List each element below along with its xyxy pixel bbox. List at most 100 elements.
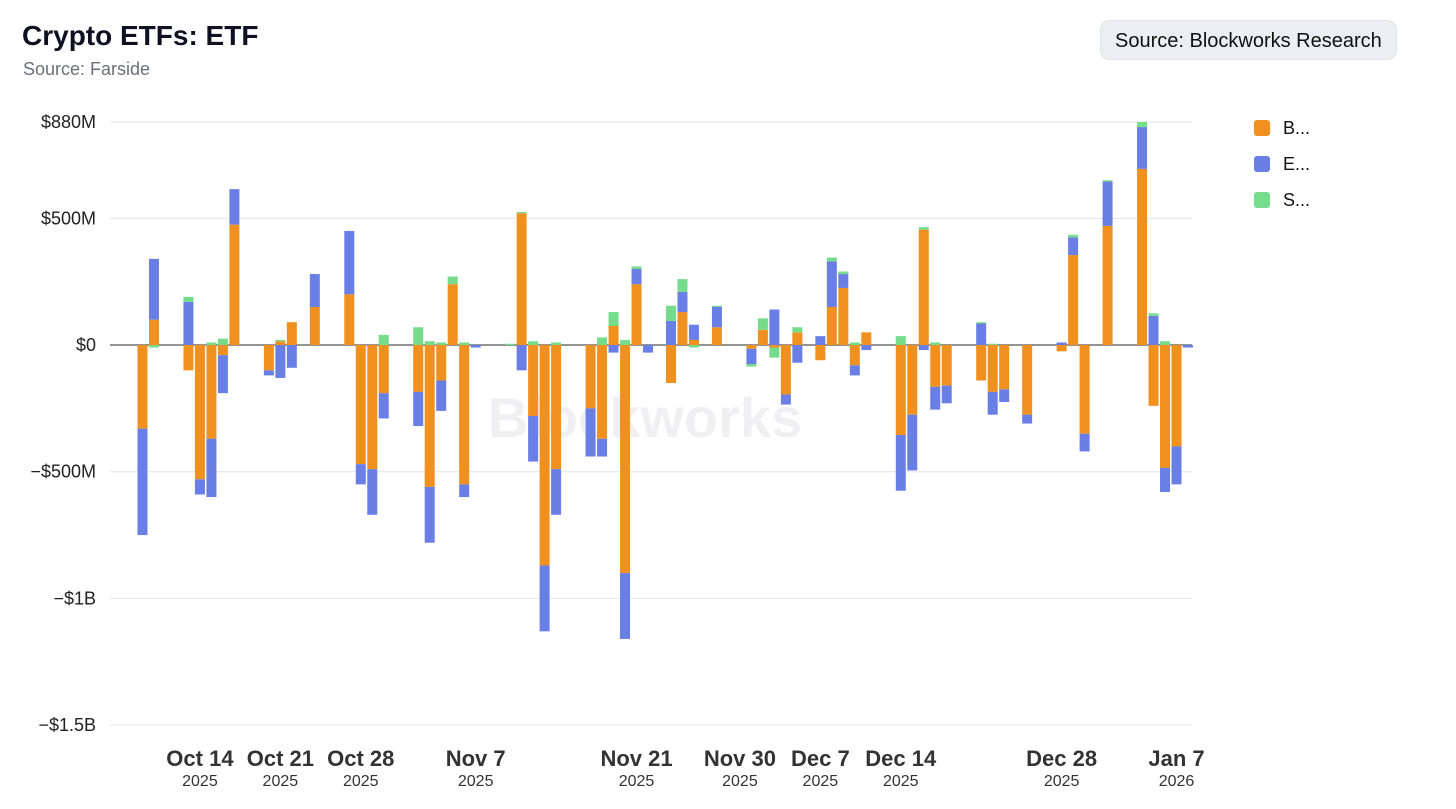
bar-2026-01-04-s0[interactable] <box>1137 168 1148 345</box>
bar-2025-11-25-s1[interactable] <box>677 291 688 313</box>
bar-2025-10-14-s1[interactable] <box>194 479 205 495</box>
bar-2025-11-12-s1[interactable] <box>528 415 539 462</box>
bar-2025-12-15-s1[interactable] <box>907 414 918 471</box>
bar-2025-11-06-s0[interactable] <box>459 345 470 485</box>
bar-2025-10-21-s2[interactable] <box>275 339 286 342</box>
bar-2025-10-15-s0[interactable] <box>206 345 217 439</box>
bar-2025-12-16-s0[interactable] <box>918 229 929 345</box>
bar-2025-11-25-s2[interactable] <box>677 279 688 292</box>
bar-2025-10-09-s1[interactable] <box>137 428 148 536</box>
bar-2026-01-05-s0[interactable] <box>1148 345 1159 406</box>
bar-2025-11-14-s0[interactable] <box>551 345 562 470</box>
bar-2025-12-22-s0[interactable] <box>987 345 998 392</box>
bar-2025-11-12-s2[interactable] <box>528 341 539 345</box>
bar-2025-11-13-s0[interactable] <box>539 345 550 566</box>
bar-2025-11-05-s0[interactable] <box>447 284 458 345</box>
bar-2026-01-07-s0[interactable] <box>1171 345 1182 447</box>
legend-item-s[interactable]: S... <box>1254 182 1310 218</box>
bar-2025-11-19-s2[interactable] <box>608 312 619 326</box>
bar-2025-10-29-s1[interactable] <box>367 469 378 515</box>
bar-2025-11-17-s1[interactable] <box>585 408 596 457</box>
bar-2025-10-22-s0[interactable] <box>286 322 297 345</box>
bar-2025-10-13-s1[interactable] <box>183 301 194 345</box>
bar-2026-01-07-s1[interactable] <box>1171 446 1182 485</box>
bar-2026-01-05-s2[interactable] <box>1148 313 1159 316</box>
bar-2025-11-06-s1[interactable] <box>459 484 470 498</box>
bar-2025-11-25-s0[interactable] <box>677 312 688 345</box>
bar-2025-11-11-s1[interactable] <box>516 345 527 371</box>
bar-2025-11-12-s0[interactable] <box>528 345 539 416</box>
bar-2025-12-09-s1[interactable] <box>838 274 849 288</box>
bar-2025-11-05-s2[interactable] <box>447 276 458 285</box>
bar-2025-12-09-s0[interactable] <box>838 287 849 345</box>
bar-2025-10-30-s0[interactable] <box>378 345 389 394</box>
bar-2025-12-15-s0[interactable] <box>907 345 918 415</box>
bar-2025-10-15-s1[interactable] <box>206 438 217 498</box>
bar-2025-10-28-s1[interactable] <box>355 464 366 485</box>
bar-2025-10-20-s1[interactable] <box>263 370 274 376</box>
bar-2025-12-02-s2[interactable] <box>757 318 768 330</box>
bar-2025-11-24-s2[interactable] <box>665 305 676 321</box>
bar-2025-12-03-s0[interactable] <box>769 345 780 348</box>
bar-2025-12-03-s2[interactable] <box>769 347 780 358</box>
bar-2025-10-28-s0[interactable] <box>355 345 366 465</box>
bar-2025-11-10-s2[interactable] <box>505 343 516 345</box>
bar-2025-12-14-s0[interactable] <box>895 345 906 435</box>
bar-2025-11-19-s1[interactable] <box>608 345 619 353</box>
bar-2025-11-07-s1[interactable] <box>470 345 481 348</box>
bar-2025-11-28-s0[interactable] <box>711 327 722 345</box>
bar-2025-11-03-s2[interactable] <box>424 341 435 345</box>
bar-2025-12-01-s2[interactable] <box>746 364 757 367</box>
bar-2025-12-04-s1[interactable] <box>780 394 791 405</box>
bar-2026-01-06-s2[interactable] <box>1160 341 1171 345</box>
bar-2025-12-08-s0[interactable] <box>826 306 837 345</box>
bar-2025-11-02-s1[interactable] <box>413 391 424 427</box>
bar-2025-12-05-s0[interactable] <box>792 332 803 345</box>
bar-2025-12-29-s0[interactable] <box>1068 255 1079 345</box>
bar-2025-12-10-s0[interactable] <box>849 345 860 366</box>
bar-2025-10-15-s2[interactable] <box>206 342 217 345</box>
bar-2025-12-14-s1[interactable] <box>895 434 906 491</box>
bar-2025-11-20-s0[interactable] <box>620 345 631 574</box>
bar-2025-12-10-s2[interactable] <box>849 342 860 345</box>
bar-2025-11-02-s0[interactable] <box>413 345 424 392</box>
legend-item-e[interactable]: E... <box>1254 146 1310 182</box>
bar-2025-10-27-s0[interactable] <box>344 294 355 345</box>
bar-2025-12-30-s1[interactable] <box>1079 433 1090 452</box>
bar-2025-11-17-s0[interactable] <box>585 345 596 409</box>
bar-2025-12-02-s0[interactable] <box>757 329 768 345</box>
bar-2025-11-13-s1[interactable] <box>539 565 550 632</box>
bar-2025-12-28-s0[interactable] <box>1056 345 1067 352</box>
bar-2025-10-13-s2[interactable] <box>183 296 194 302</box>
bar-2025-12-30-s0[interactable] <box>1079 345 1090 434</box>
bar-2026-01-01-s2[interactable] <box>1102 180 1113 182</box>
bar-2025-10-13-s0[interactable] <box>183 345 194 371</box>
bar-2025-11-19-s0[interactable] <box>608 325 619 345</box>
bar-2025-11-24-s1[interactable] <box>665 320 676 345</box>
bar-2025-10-22-s1[interactable] <box>286 345 297 368</box>
bar-2025-11-18-s0[interactable] <box>597 345 608 439</box>
bar-2025-10-17-s0[interactable] <box>229 224 240 345</box>
bar-2025-12-22-s2[interactable] <box>987 343 998 345</box>
bar-2025-12-08-s1[interactable] <box>826 261 837 307</box>
bar-2025-12-16-s1[interactable] <box>918 345 929 351</box>
bar-2025-11-21-s2[interactable] <box>631 266 642 269</box>
bar-2025-12-22-s1[interactable] <box>987 391 998 415</box>
bar-2025-10-14-s0[interactable] <box>194 345 205 480</box>
bar-2025-11-18-s1[interactable] <box>597 438 608 457</box>
bar-2026-01-08-s1[interactable] <box>1183 345 1193 348</box>
bar-2025-11-11-s0[interactable] <box>516 213 527 345</box>
bar-2026-01-04-s1[interactable] <box>1137 127 1148 169</box>
bar-2025-12-29-s2[interactable] <box>1068 234 1079 238</box>
bar-2025-11-21-s0[interactable] <box>631 284 642 345</box>
bar-2025-12-01-s0[interactable] <box>746 345 757 349</box>
bar-2025-12-05-s1[interactable] <box>792 345 803 363</box>
bar-2026-01-06-s0[interactable] <box>1160 345 1171 468</box>
bar-2025-11-02-s2[interactable] <box>413 327 424 345</box>
bar-2025-12-01-s1[interactable] <box>746 348 757 365</box>
bar-2025-12-21-s0[interactable] <box>976 345 987 381</box>
bar-2025-10-10-s1[interactable] <box>148 258 159 320</box>
bar-2025-11-28-s1[interactable] <box>711 306 722 328</box>
bar-2025-12-21-s2[interactable] <box>976 322 987 324</box>
bar-2025-11-04-s0[interactable] <box>436 345 447 381</box>
